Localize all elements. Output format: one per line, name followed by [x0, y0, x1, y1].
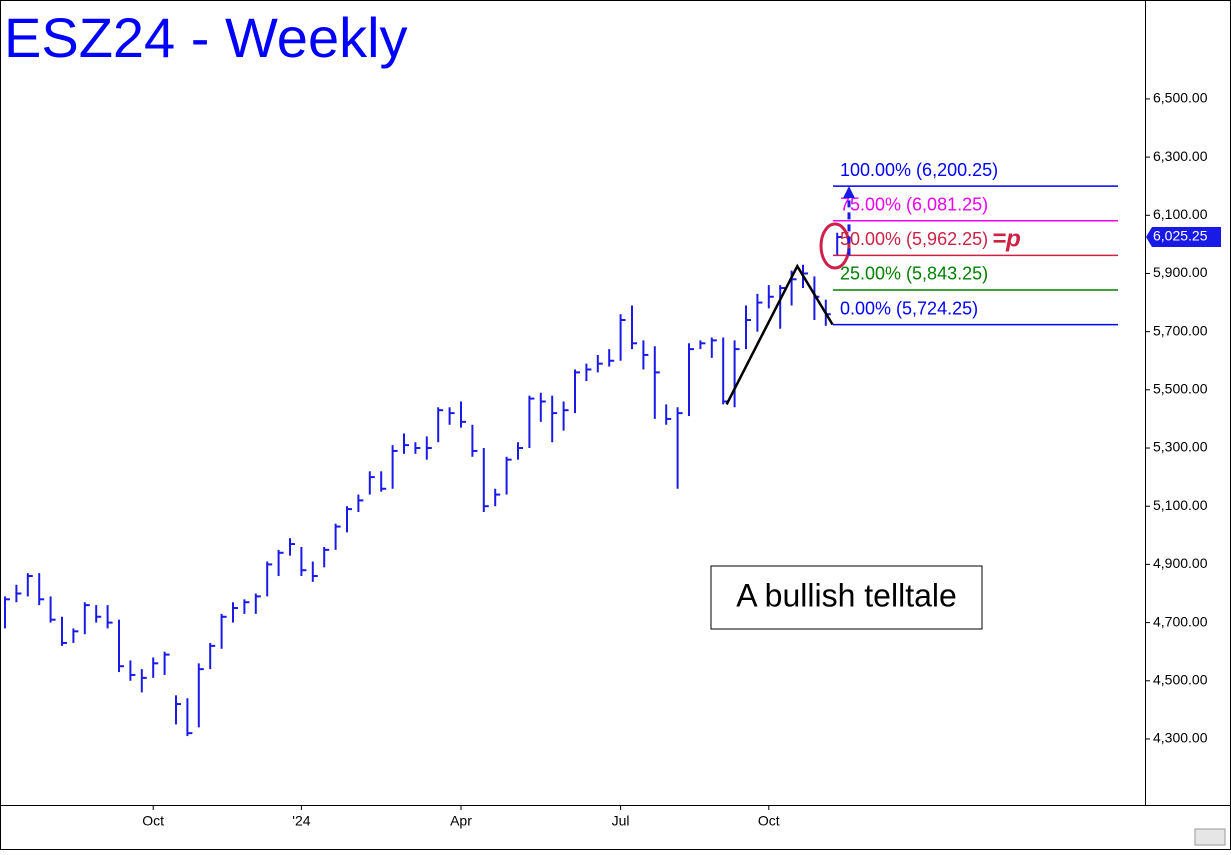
level-label: 50.00% (5,962.25) — [840, 229, 988, 249]
y-tick-label: 5,500.00 — [1153, 381, 1208, 397]
level-label: 100.00% (6,200.25) — [840, 160, 998, 180]
price-tag — [1146, 227, 1221, 248]
y-tick-label: 4,900.00 — [1153, 555, 1208, 571]
y-tick-label: 5,700.00 — [1153, 322, 1208, 338]
scrollbar[interactable] — [1194, 828, 1226, 846]
y-tick-label: 5,900.00 — [1153, 264, 1208, 280]
y-tick-label: 6,300.00 — [1153, 148, 1208, 164]
level-label: 75.00% (6,081.25) — [840, 194, 988, 214]
level-label: 25.00% (5,843.25) — [840, 264, 988, 284]
y-tick-label: 5,100.00 — [1153, 497, 1208, 513]
x-tick-label: Oct — [142, 813, 164, 829]
x-tick-label: Jul — [612, 813, 630, 829]
x-tick-label: Oct — [758, 813, 780, 829]
level-label: 0.00% (5,724.25) — [840, 298, 978, 318]
y-tick-label: 4,700.00 — [1153, 613, 1208, 629]
annotation: A bullish telltale — [736, 577, 957, 613]
y-tick-label: 6,500.00 — [1153, 90, 1208, 106]
chart-title: ESZ24 - Weekly — [4, 6, 408, 69]
pivot-label: =p — [992, 226, 1021, 253]
price-tag-label: 6,025.25 — [1153, 228, 1208, 244]
plot: 4,300.00 4,500.00 4,700.00 4,900.00 5,100.00… — [4, 90, 1221, 829]
arrow-head — [843, 186, 855, 199]
y-tick-label: 4,500.00 — [1153, 671, 1208, 687]
y-tick-label: 4,300.00 — [1153, 730, 1208, 746]
highlight-ellipse — [819, 222, 851, 270]
y-tick-label: 5,300.00 — [1153, 439, 1208, 455]
x-tick-label: '24 — [292, 813, 310, 829]
annotation-box — [710, 565, 983, 630]
y-tick-label: 6,100.00 — [1153, 206, 1208, 222]
pattern-line — [725, 263, 834, 405]
x-tick-label: Apr — [450, 813, 472, 829]
